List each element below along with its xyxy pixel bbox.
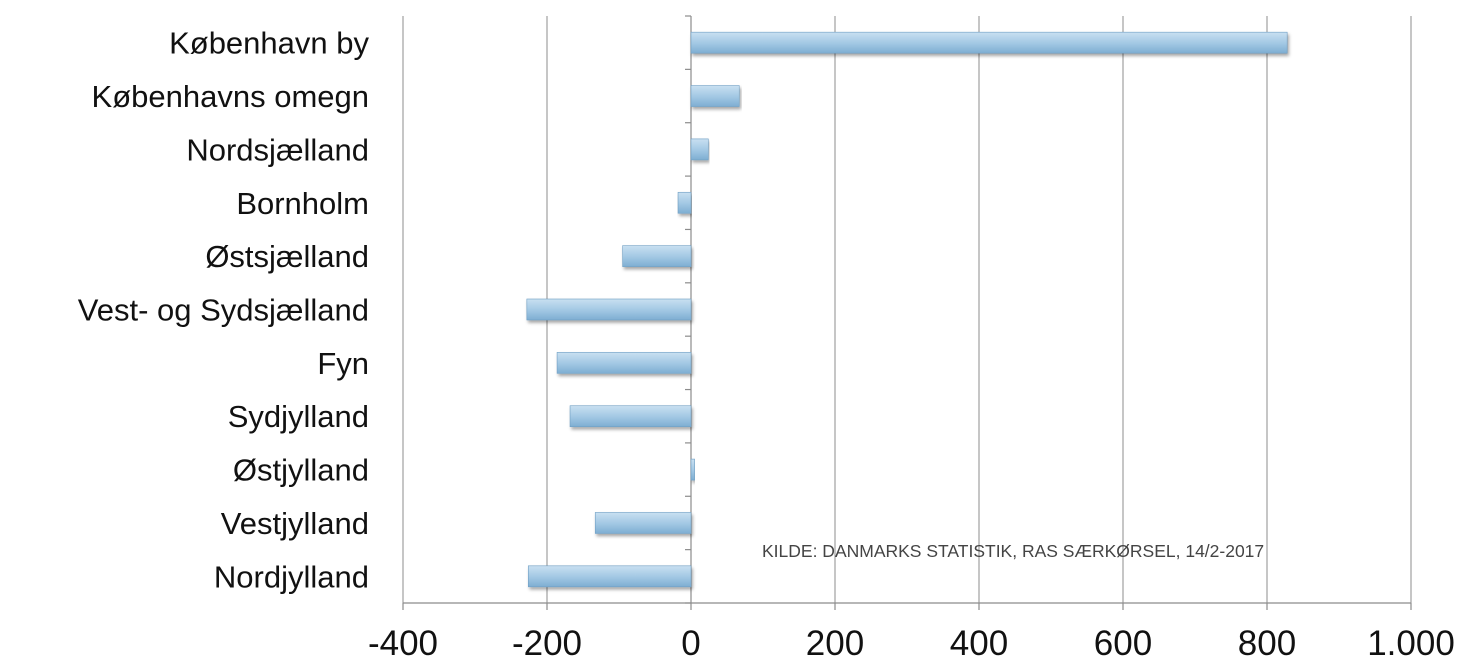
category-label: Østsjælland [205,239,369,274]
category-label: Vest- og Sydsjælland [78,293,369,328]
category-label: Nordjylland [214,559,369,594]
category-label: Sydjylland [228,399,369,434]
category-label: Fyn [317,346,369,381]
bar-8 [569,405,692,428]
category-label: Vestjylland [221,506,369,541]
x-tick-label: 0 [681,624,700,663]
bar-6 [526,298,692,321]
category-labels: København by Københavns omegn Nordsjælland… [78,26,370,595]
category-label: Nordsjælland [186,132,369,167]
x-tick-labels: -400 -200 0 200 400 600 800 1.000 [368,624,1455,663]
x-tick-label: 1.000 [1367,624,1455,663]
bars [526,31,1288,588]
bar-7 [556,352,692,374]
x-tick-label: 200 [806,624,864,663]
category-label: Østjylland [233,453,369,488]
x-tick-label: 600 [1094,624,1152,663]
source-annotation: KILDE: DANMARKS STATISTIK, RAS SÆRKØRSEL… [762,541,1264,561]
bar-4 [677,191,692,214]
x-tick-label: 400 [950,624,1008,663]
category-label: Københavns omegn [92,79,369,114]
x-tick-label: -200 [512,624,582,663]
bar-1 [690,31,1288,54]
bar-3 [690,138,709,161]
bar-2 [690,85,740,107]
x-tick-label: -400 [368,624,438,663]
category-label: Bornholm [236,186,369,221]
bar-10 [594,512,692,534]
bar-9 [690,458,695,481]
x-tick-label: 800 [1238,624,1296,663]
gridlines [402,16,1412,603]
category-label: København by [169,26,369,61]
bar-11 [527,565,692,588]
bar-5 [622,245,692,267]
